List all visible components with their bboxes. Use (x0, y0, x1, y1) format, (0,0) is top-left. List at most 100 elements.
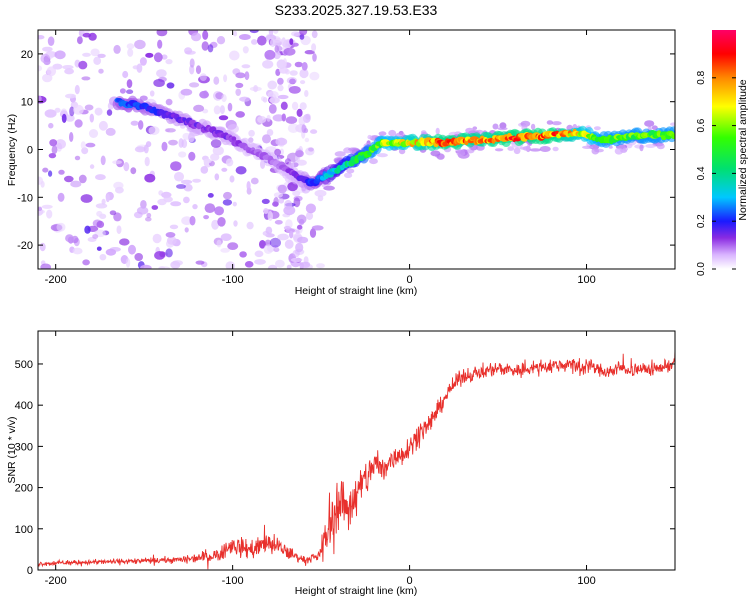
spectrogram-speckle (130, 120, 139, 126)
spectrogram-speckle (279, 148, 284, 156)
snr-x-tick-label: 100 (577, 575, 595, 587)
spectrogram-speckle (645, 144, 656, 148)
spectrogram-speckle (65, 114, 75, 122)
spectrogram-ridge-cell (671, 133, 675, 140)
snr-x-tick-label: -100 (222, 575, 244, 587)
spectrogram-speckle (126, 79, 133, 89)
spectrogram-speckle (189, 58, 195, 68)
spectrogram-speckle (211, 219, 220, 230)
spectrogram-speckle (216, 239, 222, 248)
colorbar-tick-label: 0.4 (696, 166, 707, 180)
spectrogram-speckle (170, 261, 181, 269)
spectrogram-speckle (80, 141, 86, 150)
snr-x-tick-label: -200 (45, 575, 67, 587)
spectrogram-speckle (235, 111, 245, 118)
spectrogram-speckle (314, 189, 327, 197)
spectrogram-speckle (465, 127, 474, 134)
spectrogram-speckle (165, 128, 176, 133)
spectrogram-speckle (64, 68, 74, 75)
spectrogram-speckle (207, 44, 214, 53)
spectrogram-speckle (189, 215, 196, 226)
spectrogram-speckle (582, 145, 594, 149)
spectrogram-speckle (263, 208, 269, 214)
spectrogram-speckle (81, 76, 91, 81)
spectrogram-speckle (144, 173, 156, 183)
spectrogram-speckle (178, 151, 187, 158)
snr-x-label: Height of straight line (km) (295, 585, 418, 597)
spectrogram-speckle (109, 210, 117, 216)
spectrogram-speckle (127, 48, 134, 57)
spectrogram-ridge-cell (366, 151, 372, 156)
spectrogram-y-tick-label: 10 (21, 97, 33, 109)
spectrogram-speckle (288, 86, 301, 94)
spectrogram-speckle (608, 145, 613, 149)
spectrogram-speckle (201, 41, 209, 51)
spectrogram-speckle (295, 242, 304, 253)
spectrogram-speckle (222, 199, 233, 206)
spectrogram-speckle (233, 220, 238, 227)
spectrogram-speckle (281, 37, 287, 47)
spectrogram-speckle (265, 226, 273, 235)
spectrogram-speckle (212, 146, 224, 156)
spectrogram-speckle (193, 104, 205, 112)
spectrogram-speckle (308, 147, 314, 152)
spectrogram-speckle (239, 96, 251, 102)
spectrogram-speckle (304, 50, 315, 55)
spectrogram-speckle (277, 84, 284, 92)
spectrogram-speckle (92, 234, 99, 239)
spectrogram-speckle (48, 122, 54, 129)
spectrogram-speckle (119, 88, 126, 94)
spectrogram-speckle (48, 170, 53, 177)
spectrogram-speckle (639, 144, 644, 152)
spectrogram-speckle (82, 259, 90, 266)
spectrogram-y-tick-label: 0 (27, 145, 33, 157)
spectrogram-speckle (257, 116, 267, 124)
spectrogram-speckle (168, 139, 178, 146)
snr-x-tick-label: 0 (407, 575, 413, 587)
spectrogram-speckle (275, 259, 285, 268)
spectrogram-speckle (97, 53, 106, 59)
spectrogram-speckle (310, 129, 318, 134)
spectrogram-speckle (80, 194, 93, 203)
spectrogram-speckle (74, 119, 83, 128)
spectrogram-speckle (221, 94, 227, 103)
spectrogram-speckle (153, 79, 165, 87)
spectrogram-speckle (65, 234, 74, 243)
spectrogram-speckle (40, 53, 50, 64)
spectrogram-speckle (64, 175, 74, 183)
colorbar: 0.0 0.2 0.4 0.6 0.8 Normalized spectral ampl… (696, 30, 749, 276)
spectrogram-speckle (309, 71, 320, 81)
spectrogram-speckle (257, 35, 267, 46)
spectrogram-speckle (546, 120, 554, 125)
spectrogram-speckle (57, 192, 65, 202)
spectrogram-speckle (277, 184, 287, 194)
spectrogram-speckle (282, 58, 288, 68)
spectrogram-speckle (116, 225, 122, 234)
spectrogram-speckle (221, 167, 228, 172)
spectrogram-speckle (507, 146, 515, 151)
spectrogram-speckle (176, 184, 186, 189)
spectrogram-speckle (170, 201, 182, 207)
spectrogram-speckle (456, 149, 466, 157)
spectrogram-speckle (178, 138, 184, 148)
spectrogram-speckle (95, 203, 108, 209)
spectrogram-speckle (169, 224, 179, 230)
snr-x-ticks: -200 -100 0 100 (45, 331, 596, 587)
spectrogram-speckle (119, 238, 130, 246)
spectrogram-speckle (298, 116, 306, 126)
spectrogram-speckle (126, 43, 135, 50)
spectrogram-speckle (346, 168, 355, 174)
spectrogram-speckle (41, 204, 53, 209)
spectrogram-speckle (156, 30, 168, 37)
spectrogram-speckle (294, 61, 303, 68)
spectrogram-speckle (225, 158, 234, 167)
spectrogram-speckle (96, 220, 105, 228)
snr-frame (37, 330, 676, 571)
spectrogram-y-tick-label: 20 (21, 49, 33, 61)
spectrogram-speckle (261, 198, 270, 204)
spectrogram-speckle (283, 225, 291, 230)
spectrogram-speckle (269, 237, 281, 248)
spectrogram-speckle (289, 70, 298, 76)
spectrogram-speckle (492, 123, 499, 130)
colorbar-ticks: 0.0 0.2 0.4 0.6 0.8 (696, 70, 736, 276)
